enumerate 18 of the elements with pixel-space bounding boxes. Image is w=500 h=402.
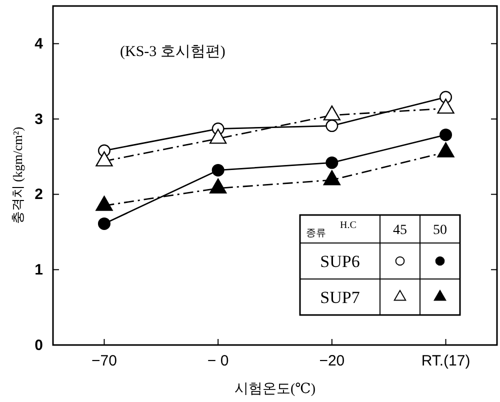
y-axis-title: 충격치 (kgm/cm²)	[10, 126, 25, 224]
y-tick-label: 0	[34, 336, 43, 354]
y-tick-label: 4	[34, 35, 44, 52]
y-tick-label: 2	[34, 186, 43, 204]
y-tick-label: 3	[34, 110, 43, 128]
annotation: 45	[393, 223, 407, 238]
annotation: H.C	[340, 220, 357, 231]
y-tick-label: 1	[34, 261, 43, 278]
x-tick-label: −20	[319, 352, 345, 370]
x-axis-title: 시험온도(℃)	[234, 382, 316, 397]
legend-title: 종류	[306, 228, 326, 239]
x-tick-label: −70	[92, 352, 117, 370]
x-tick-label: RT.(17)	[421, 352, 470, 370]
legend-label: SUP6	[320, 252, 360, 271]
x-tick-label: − 0	[207, 352, 229, 370]
text: (KS-3 호시험편)	[120, 44, 226, 60]
legend-label: SUP7	[320, 288, 360, 307]
annotation: 50	[433, 223, 447, 238]
